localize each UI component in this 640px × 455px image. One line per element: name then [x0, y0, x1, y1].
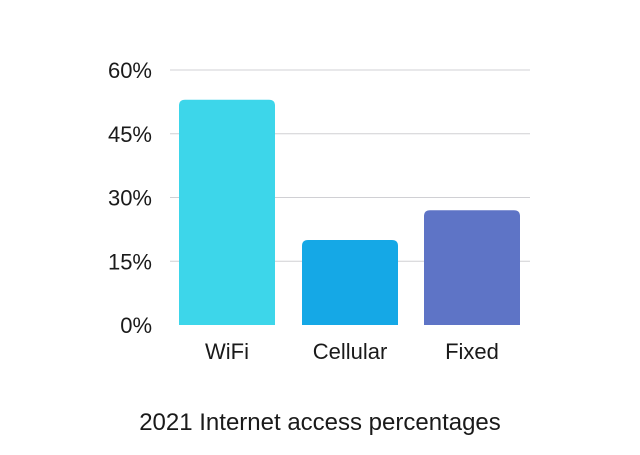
y-tick-label: 60%	[108, 58, 152, 83]
x-category-label: WiFi	[205, 339, 249, 364]
y-tick-label: 0%	[120, 313, 152, 338]
y-tick-label: 30%	[108, 186, 152, 211]
bar-cellular	[302, 240, 398, 325]
x-axis-category-labels: WiFi Cellular Fixed	[205, 339, 499, 364]
x-category-label: Cellular	[313, 339, 388, 364]
y-tick-label: 15%	[108, 249, 152, 274]
chart-title: 2021 Internet access percentages	[139, 409, 501, 436]
bar-fixed	[424, 210, 520, 325]
x-category-label: Fixed	[445, 339, 499, 364]
y-tick-label: 45%	[108, 122, 152, 147]
bar-wifi	[179, 99, 275, 325]
y-axis-tick-labels: 0% 15% 30% 45% 60%	[108, 58, 152, 338]
bars	[179, 99, 520, 325]
